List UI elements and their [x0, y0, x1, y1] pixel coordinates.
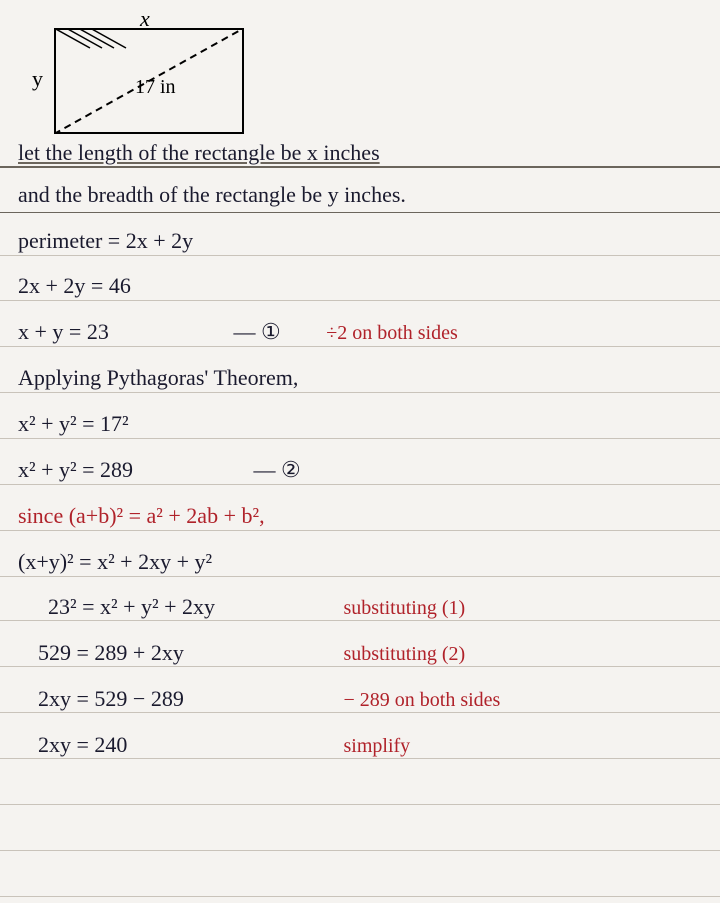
equation: 529 = 289 + 2xy [18, 640, 338, 666]
equation: 2xy = 240 [18, 732, 338, 758]
equation: x + y = 23 [18, 319, 228, 345]
text-line: and the breadth of the rectangle be y in… [18, 182, 702, 208]
eq-tag: — ① [234, 319, 281, 344]
text-line: x² + y² = 289 — ② [18, 457, 702, 483]
equation: x² + y² = 289 [18, 457, 248, 483]
eq-tag: — ② [254, 457, 301, 482]
statement: and the breadth of the rectangle be y in… [18, 182, 406, 207]
statement: let the length of the rectangle be x inc… [18, 140, 380, 165]
text-line: 23² = x² + y² + 2xy substituting (1) [18, 594, 702, 620]
text-line: x + y = 23 — ① ÷2 on both sides [18, 319, 702, 345]
identity: since (a+b)² = a² + 2ab + b², [18, 503, 265, 528]
text-line: Applying Pythagoras' Theorem, [18, 365, 702, 391]
annotation: substituting (2) [344, 643, 466, 665]
equation: 2xy = 529 − 289 [18, 686, 338, 712]
text-line: (x+y)² = x² + 2xy + y² [18, 549, 702, 575]
equation: perimeter = 2x + 2y [18, 228, 193, 253]
text-line: let the length of the rectangle be x inc… [18, 140, 702, 166]
text-line: 2x + 2y = 46 [18, 273, 702, 299]
text-line: 2xy = 529 − 289 − 289 on both sides [18, 686, 702, 712]
equation: 2x + 2y = 46 [18, 273, 131, 298]
text-line: 529 = 289 + 2xy substituting (2) [18, 640, 702, 666]
label-y: y [32, 66, 43, 92]
text-line: 2xy = 240 simplify [18, 732, 702, 758]
rectangle-diagram: x y 17 in [30, 16, 250, 136]
equation: x² + y² = 17² [18, 411, 129, 436]
text-line: x² + y² = 17² [18, 411, 702, 437]
equation: (x+y)² = x² + 2xy + y² [18, 549, 212, 574]
text-line: perimeter = 2x + 2y [18, 228, 702, 254]
text-line: since (a+b)² = a² + 2ab + b², [18, 503, 702, 529]
statement: Applying Pythagoras' Theorem, [18, 365, 298, 390]
handwritten-page: x y 17 in let the length of the rectangl… [0, 0, 720, 903]
annotation: simplify [344, 735, 411, 757]
annotation: substituting (1) [344, 597, 466, 619]
equation: 23² = x² + y² + 2xy [18, 594, 338, 620]
annotation: − 289 on both sides [344, 689, 501, 711]
label-x: x [140, 6, 150, 32]
label-diagonal: 17 in [135, 76, 176, 99]
annotation: ÷2 on both sides [326, 322, 458, 344]
